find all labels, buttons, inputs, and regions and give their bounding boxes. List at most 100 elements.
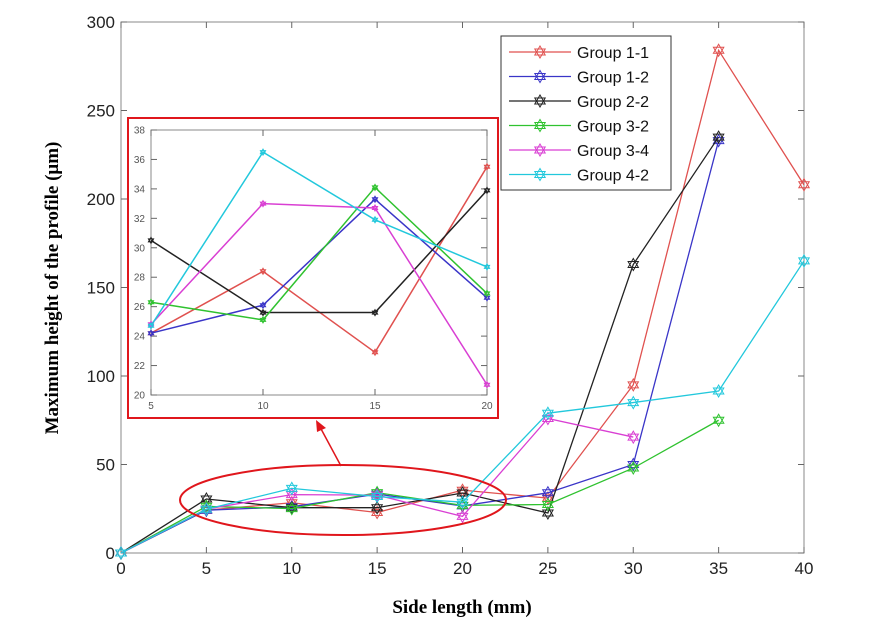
x-tick-label: 35 bbox=[709, 559, 728, 578]
x-tick-label: 0 bbox=[116, 559, 125, 578]
inset-y-tick-label: 24 bbox=[134, 332, 146, 343]
data-point bbox=[541, 485, 554, 500]
data-point bbox=[712, 413, 725, 428]
inset-y-tick-label: 32 bbox=[134, 214, 146, 225]
data-point bbox=[114, 546, 128, 560]
y-tick-label: 150 bbox=[87, 278, 115, 297]
inset-data-point bbox=[483, 289, 491, 298]
series-line bbox=[120, 136, 720, 554]
legend-label: Group 3-4 bbox=[577, 143, 649, 160]
x-tick-label: 15 bbox=[368, 559, 387, 578]
legend-label: Group 1-1 bbox=[577, 45, 649, 62]
inset-data-point bbox=[483, 162, 491, 171]
inset-x-tick-label: 20 bbox=[481, 401, 493, 412]
legend-label: Group 4-2 bbox=[577, 168, 649, 185]
legend-marker bbox=[533, 118, 547, 133]
data-point bbox=[200, 502, 213, 517]
y-tick-label: 300 bbox=[87, 13, 115, 32]
data-point bbox=[627, 257, 640, 272]
y-tick-label: 250 bbox=[87, 101, 115, 120]
highlight-ellipse bbox=[179, 464, 507, 536]
legend-marker bbox=[533, 143, 547, 157]
data-point bbox=[456, 509, 469, 524]
legend-label: Group 1-2 bbox=[577, 70, 649, 87]
legend-box bbox=[500, 35, 672, 191]
inset-x-tick-label: 10 bbox=[257, 401, 269, 412]
inset-data-point bbox=[147, 298, 155, 307]
inset-series-line bbox=[150, 198, 488, 334]
data-point bbox=[371, 500, 384, 515]
data-point bbox=[712, 130, 725, 145]
data-point bbox=[541, 411, 554, 426]
data-point bbox=[541, 497, 554, 512]
inset-data-point bbox=[371, 195, 379, 204]
inset-data-point bbox=[483, 262, 491, 271]
x-tick-label: 10 bbox=[282, 559, 301, 578]
legend-marker bbox=[533, 45, 547, 59]
legend-label: Group 3-2 bbox=[577, 119, 649, 136]
x-tick-label: 40 bbox=[795, 559, 814, 578]
inset-data-point bbox=[259, 301, 267, 310]
legend-marker bbox=[533, 167, 547, 182]
data-point bbox=[797, 177, 811, 192]
inset-data-point bbox=[371, 308, 379, 317]
annotation-arrow bbox=[319, 426, 342, 467]
y-tick-label: 50 bbox=[96, 455, 115, 474]
inset-data-point bbox=[371, 215, 379, 224]
inset-y-tick-label: 36 bbox=[134, 155, 146, 166]
inset-data-point bbox=[259, 267, 267, 276]
data-point bbox=[285, 501, 298, 516]
data-point bbox=[627, 460, 640, 476]
legend-marker bbox=[533, 69, 547, 84]
inset-data-point bbox=[259, 308, 267, 317]
data-point bbox=[456, 495, 469, 510]
inset-x-tick-label: 15 bbox=[369, 401, 381, 412]
inset-y-tick-label: 22 bbox=[134, 361, 146, 372]
inset-data-point bbox=[259, 148, 267, 157]
inset-y-tick-label: 38 bbox=[134, 126, 146, 137]
inset-y-tick-label: 34 bbox=[134, 184, 146, 195]
inset-y-tick-label: 26 bbox=[134, 302, 146, 313]
x-tick-label: 25 bbox=[538, 559, 557, 578]
inset-data-point bbox=[371, 348, 379, 357]
series-line bbox=[120, 260, 805, 554]
inset-data-point bbox=[147, 321, 155, 330]
inset-series-line bbox=[150, 189, 488, 314]
legend-marker bbox=[533, 94, 547, 108]
data-point bbox=[712, 384, 725, 398]
inset-data-point bbox=[259, 315, 267, 324]
inset-data-point bbox=[371, 183, 379, 192]
data-point bbox=[541, 406, 554, 421]
inset-y-tick-label: 20 bbox=[134, 391, 146, 402]
inset-y-tick-label: 30 bbox=[134, 243, 146, 254]
data-point bbox=[371, 489, 384, 504]
data-point bbox=[797, 253, 811, 268]
inset-data-point bbox=[147, 236, 155, 245]
inset-data-point bbox=[483, 186, 491, 195]
inset-series-line bbox=[150, 202, 488, 386]
data-point bbox=[712, 43, 725, 58]
x-tick-label: 30 bbox=[624, 559, 643, 578]
x-axis-label: Side length (mm) bbox=[392, 597, 531, 618]
x-tick-label: 20 bbox=[453, 559, 472, 578]
x-tick-label: 5 bbox=[202, 559, 211, 578]
data-point bbox=[285, 481, 298, 496]
inset-data-point bbox=[259, 199, 267, 208]
inset-series-line bbox=[150, 186, 488, 321]
y-tick-label: 100 bbox=[87, 367, 115, 386]
inset-series-line bbox=[150, 151, 488, 327]
inset-data-point bbox=[483, 380, 491, 389]
inset-chart: 5 10 15 20 20 22 24 26 28 30 32 34 36 38 bbox=[127, 117, 499, 419]
legend: Group 1-1 Group 1-2 Group 2-2 Group 3-2 Grou… bbox=[500, 35, 672, 191]
y-tick-label: 200 bbox=[87, 190, 115, 209]
y-tick-label: 0 bbox=[106, 544, 115, 563]
data-point bbox=[200, 492, 213, 506]
inset-x-tick-label: 5 bbox=[148, 401, 154, 412]
data-point bbox=[627, 395, 640, 410]
inset-axes-frame bbox=[150, 129, 488, 396]
arrow-head-icon bbox=[316, 420, 326, 432]
inset-data-point bbox=[147, 329, 155, 338]
inset-y-tick-label: 28 bbox=[134, 273, 146, 284]
